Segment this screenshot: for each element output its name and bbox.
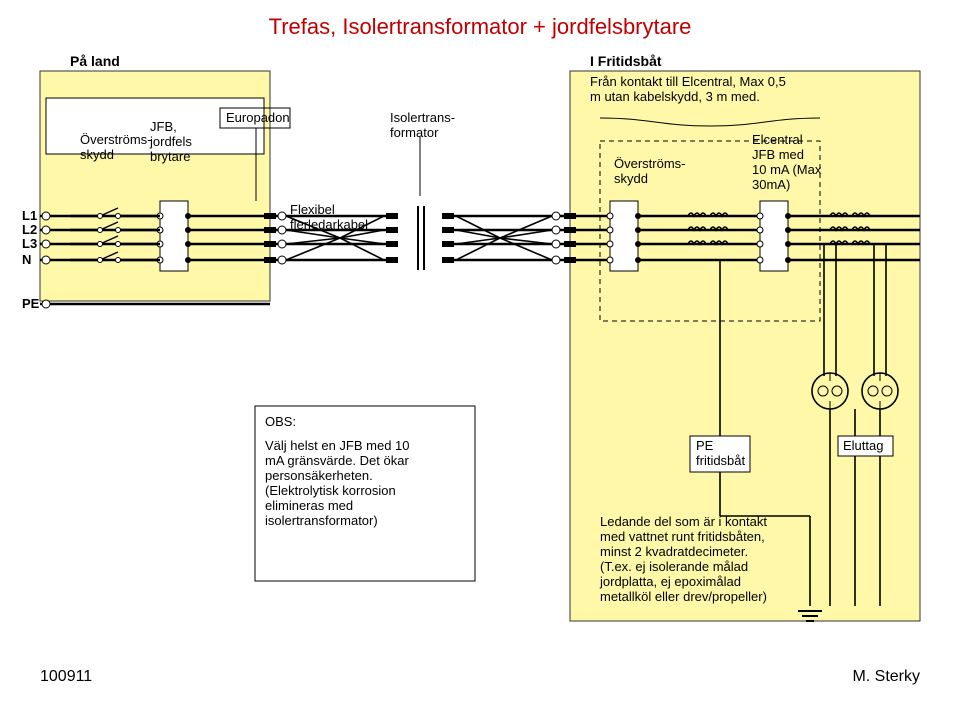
svg-text:L3: L3 bbox=[22, 236, 37, 251]
rcd-boat bbox=[760, 201, 788, 271]
footer-left: 100911 bbox=[40, 668, 92, 686]
left-header: På land bbox=[70, 53, 120, 69]
footer-right: M. Sterky bbox=[852, 668, 920, 686]
phase-labels: L1L2L3N PE bbox=[22, 208, 40, 311]
lbl-isolertrans: Isolertrans-formator bbox=[390, 110, 455, 140]
rcd-land bbox=[160, 201, 188, 271]
lbl-fromkontakt: Från kontakt till Elcentral, Max 0,5m ut… bbox=[590, 74, 786, 104]
svg-text:L2: L2 bbox=[22, 222, 37, 237]
transformer bbox=[386, 206, 454, 270]
lbl-eluttag: Eluttag bbox=[843, 438, 883, 453]
svg-text:PE: PE bbox=[22, 296, 40, 311]
page-title: Trefas, Isolertransformator + jordfelsbr… bbox=[0, 14, 960, 40]
right-header: I Fritidsbåt bbox=[590, 53, 662, 69]
diagram-canvas: På land I Fritidsbåt Överströms-skydd JF… bbox=[0, 46, 960, 666]
lbl-europadon: Europadon bbox=[226, 110, 290, 125]
obs-title: OBS: bbox=[265, 414, 296, 429]
lbl-ledande: Ledande del som är i kontaktmed vattnet … bbox=[599, 514, 767, 604]
svg-text:L1: L1 bbox=[22, 208, 37, 223]
svg-text:N: N bbox=[22, 252, 31, 267]
overcurrent-boat bbox=[610, 201, 638, 271]
